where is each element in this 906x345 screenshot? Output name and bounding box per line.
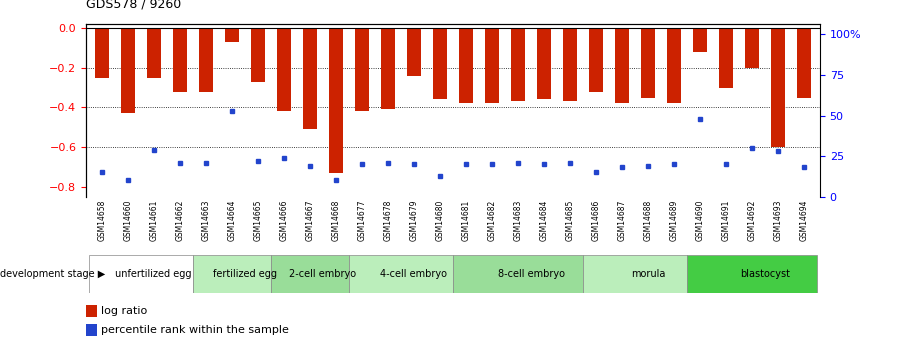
Bar (198, 28, 213, 91)
Bar (433, 28, 448, 99)
Bar (615, 28, 630, 104)
Text: GSM14663: GSM14663 (201, 199, 210, 241)
Bar (276, 28, 291, 111)
Text: GSM14690: GSM14690 (696, 199, 705, 241)
Text: GSM14668: GSM14668 (332, 199, 341, 241)
Text: GSM14685: GSM14685 (565, 199, 574, 241)
Bar (86, 305, 97, 317)
Bar (667, 28, 681, 104)
Bar (771, 28, 786, 147)
Bar (251, 28, 265, 82)
Text: GSM14689: GSM14689 (670, 199, 679, 241)
Text: GSM14694: GSM14694 (800, 199, 809, 241)
Text: GSM14688: GSM14688 (643, 199, 652, 241)
Bar (225, 28, 239, 42)
Text: GSM14661: GSM14661 (149, 199, 159, 241)
Text: GSM14683: GSM14683 (514, 199, 523, 241)
Text: GSM14681: GSM14681 (461, 199, 470, 241)
Bar (355, 28, 369, 111)
Bar (537, 28, 551, 99)
Bar (303, 28, 317, 129)
Text: unfertilized egg: unfertilized egg (115, 269, 192, 279)
Text: 4-cell embryo: 4-cell embryo (381, 269, 448, 279)
Bar (120, 28, 135, 114)
Text: GSM14692: GSM14692 (747, 199, 757, 241)
Bar (407, 28, 421, 76)
Bar (453, 255, 583, 293)
Bar (688, 255, 817, 293)
Bar (271, 255, 349, 293)
Bar (641, 28, 655, 98)
Text: GSM14691: GSM14691 (722, 199, 731, 241)
Text: GSM14658: GSM14658 (97, 199, 106, 241)
Bar (86, 324, 97, 336)
Bar (349, 255, 453, 293)
Text: fertilized egg: fertilized egg (213, 269, 277, 279)
Bar (563, 28, 577, 101)
Text: GSM14678: GSM14678 (383, 199, 392, 241)
Bar (173, 28, 187, 91)
Text: GSM14664: GSM14664 (227, 199, 236, 241)
Bar (693, 28, 708, 52)
Text: 2-cell embryo: 2-cell embryo (289, 269, 356, 279)
Text: log ratio: log ratio (101, 306, 147, 316)
Text: morula: morula (631, 269, 665, 279)
Text: GSM14660: GSM14660 (123, 199, 132, 241)
Text: GSM14666: GSM14666 (279, 199, 288, 241)
Bar (485, 28, 499, 104)
Bar (89, 255, 193, 293)
Bar (193, 255, 271, 293)
Text: GSM14682: GSM14682 (487, 199, 496, 241)
Text: GSM14680: GSM14680 (436, 199, 445, 241)
Text: GSM14686: GSM14686 (592, 199, 601, 241)
Text: development stage ▶: development stage ▶ (0, 269, 105, 279)
Bar (381, 28, 395, 109)
Bar (589, 28, 603, 91)
Text: GSM14677: GSM14677 (358, 199, 366, 241)
Text: GSM14662: GSM14662 (175, 199, 184, 241)
Bar (583, 255, 688, 293)
Bar (719, 28, 733, 88)
Bar (94, 28, 109, 78)
Bar (147, 28, 161, 78)
Text: GSM14667: GSM14667 (305, 199, 314, 241)
Bar (745, 28, 759, 68)
Text: blastocyst: blastocyst (740, 269, 790, 279)
Bar (458, 28, 473, 104)
Text: GSM14684: GSM14684 (540, 199, 548, 241)
Text: GDS578 / 9260: GDS578 / 9260 (86, 0, 181, 10)
Text: GSM14679: GSM14679 (410, 199, 419, 241)
Text: GSM14665: GSM14665 (254, 199, 263, 241)
Bar (511, 28, 525, 101)
Text: percentile rank within the sample: percentile rank within the sample (101, 325, 288, 335)
Text: 8-cell embryo: 8-cell embryo (497, 269, 564, 279)
Text: GSM14687: GSM14687 (618, 199, 627, 241)
Bar (329, 28, 343, 173)
Bar (797, 28, 812, 98)
Text: GSM14693: GSM14693 (774, 199, 783, 241)
